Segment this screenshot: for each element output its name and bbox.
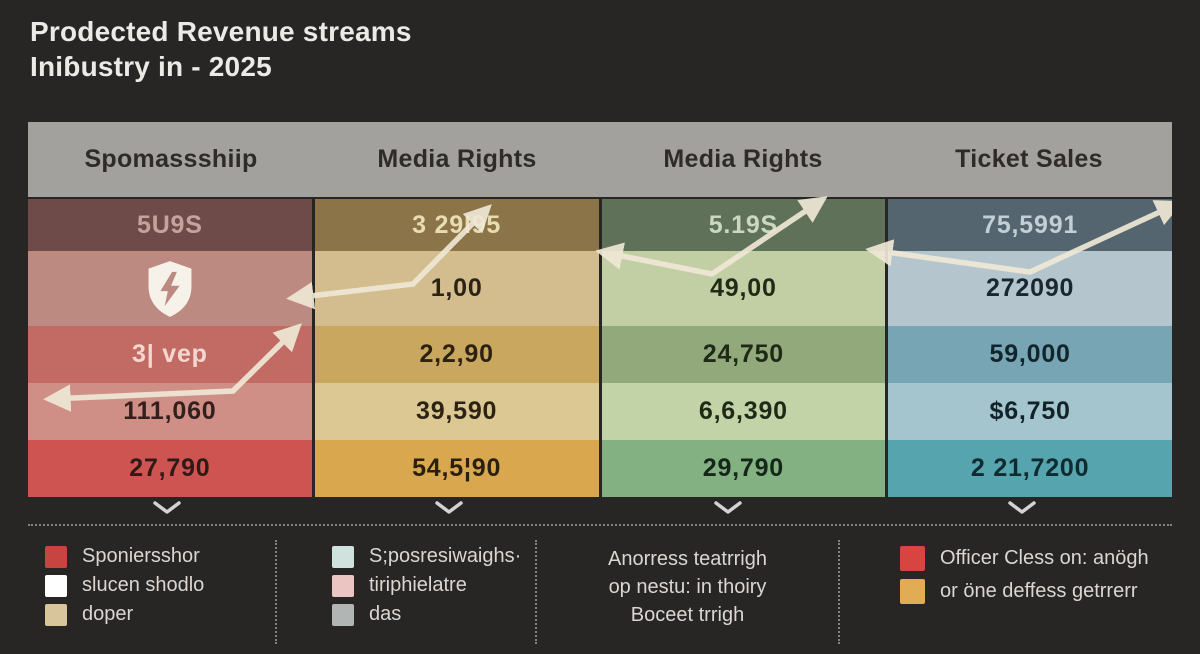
legend-item: slucen shodlo — [45, 572, 275, 599]
legend-label: Officer Cless on: anögh — [940, 547, 1149, 569]
column-header-media-rights-1: Media Rights — [377, 145, 537, 173]
shield-bolt-icon — [148, 260, 192, 317]
table-cell: 2 21,7200 — [888, 440, 1172, 497]
table-cell: 5U9S — [28, 199, 312, 251]
column-header-media-rights-2: Media Rights — [663, 145, 823, 173]
legend-note-line: Anorress teatrrigh — [608, 548, 767, 570]
page-title: Prodected Revenue streams Iniɓustry in -… — [30, 14, 412, 84]
legend-label: doper — [82, 603, 134, 625]
table-cell: 6,6,390 — [601, 383, 886, 440]
legend-item: doper — [45, 601, 275, 628]
legend-note-line: Boceet trrigh — [630, 604, 745, 626]
legend-label: das — [369, 603, 402, 625]
legend-item: tiriphielatre — [332, 572, 535, 599]
revenue-table: Spomassshiip Media Rights Media Rights T… — [28, 122, 1172, 497]
table-cell: 111,060 — [28, 383, 312, 440]
legend: Sponiersshor slucen shodlo doper S;posre… — [28, 540, 1172, 644]
legend-swatch-teal — [332, 545, 354, 568]
table-cell: 1,00 — [314, 251, 599, 326]
table-cell: 2,2,90 — [314, 326, 599, 383]
table-cell: 27,790 — [28, 440, 312, 497]
table-body: 5U9S 3 29I95 5.19S 75,5991 1,00 49,00 27… — [28, 199, 1172, 497]
legend-label: S;posresiwaighs· — [369, 545, 522, 567]
table-cell-shield — [28, 251, 312, 326]
table-cell: 75,5991 — [888, 199, 1172, 251]
page-title-line2: Iniɓustry in - 2025 — [30, 51, 272, 82]
legend-item: S;posresiwaighs· — [332, 543, 535, 570]
legend-swatch-pink — [332, 574, 354, 597]
table-cell: $6,750 — [888, 383, 1172, 440]
legend-item: das — [332, 601, 535, 628]
table-cell: 272090 — [888, 251, 1172, 326]
legend-swatch-gray — [332, 603, 354, 626]
legend-note-line: op nestu: in thoiry — [608, 576, 767, 598]
chevron-down-icon — [1008, 501, 1036, 514]
legend-label: or öne deffess getrrerr — [940, 580, 1138, 602]
chevron-down-icon — [153, 501, 181, 514]
legend-group-4: Officer Cless on: anögh or öne deffess g… — [838, 540, 1172, 644]
page-title-line1: Prodected Revenue streams — [30, 16, 412, 47]
legend-swatch-white — [45, 574, 67, 597]
dotted-divider — [28, 524, 1172, 526]
legend-label: tiriphielatre — [369, 574, 467, 596]
legend-swatch-gold — [900, 579, 925, 604]
table-cell: 54,5¦90 — [314, 440, 599, 497]
legend-item: or öne deffess getrrerr — [900, 576, 1172, 607]
legend-swatch-red — [900, 546, 925, 571]
table-cell: 5.19S — [601, 199, 886, 251]
legend-label: slucen shodlo — [82, 574, 205, 596]
table-cell: 49,00 — [601, 251, 886, 326]
table-cell: 3| vep — [28, 326, 312, 383]
legend-item: Sponiersshor — [45, 543, 275, 570]
table-cell: 39,590 — [314, 383, 599, 440]
table-cell: 29,790 — [601, 440, 886, 497]
legend-label: Sponiersshor — [82, 545, 200, 567]
chevron-down-icon — [714, 501, 742, 514]
table-cell: 3 29I95 — [314, 199, 599, 251]
legend-group-3: Anorress teatrrigh op nestu: in thoiry B… — [535, 540, 838, 644]
column-header-sponsorship: Spomassshiip — [84, 145, 258, 173]
legend-group-2: S;posresiwaighs· tiriphielatre das — [275, 540, 535, 644]
legend-swatch-tan — [45, 603, 67, 626]
column-header-ticket-sales: Ticket Sales — [955, 145, 1103, 173]
legend-swatch-red — [45, 545, 67, 568]
chevron-down-icon — [435, 501, 463, 514]
legend-group-1: Sponiersshor slucen shodlo doper — [28, 540, 275, 644]
legend-item: Officer Cless on: anögh — [900, 543, 1172, 574]
table-cell: 59,000 — [888, 326, 1172, 383]
table-cell: 24,750 — [601, 326, 886, 383]
table-header-row: Spomassshiip Media Rights Media Rights T… — [28, 122, 1172, 197]
